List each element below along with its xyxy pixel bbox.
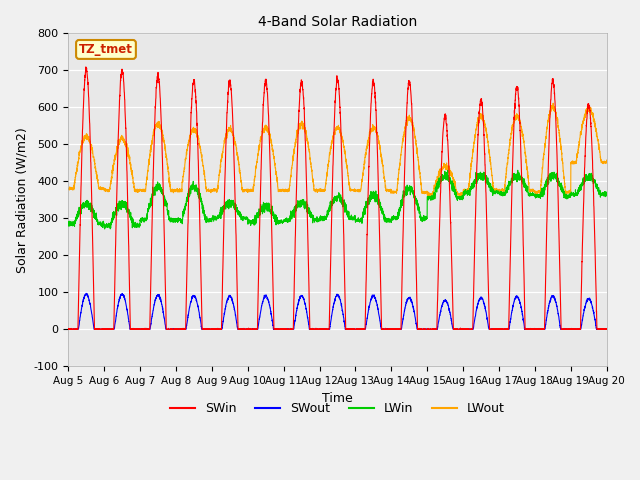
Legend: SWin, SWout, LWin, LWout: SWin, SWout, LWin, LWout [165, 397, 510, 420]
Text: TZ_tmet: TZ_tmet [79, 43, 133, 56]
Title: 4-Band Solar Radiation: 4-Band Solar Radiation [258, 15, 417, 29]
Y-axis label: Solar Radiation (W/m2): Solar Radiation (W/m2) [15, 127, 28, 273]
X-axis label: Time: Time [322, 392, 353, 405]
